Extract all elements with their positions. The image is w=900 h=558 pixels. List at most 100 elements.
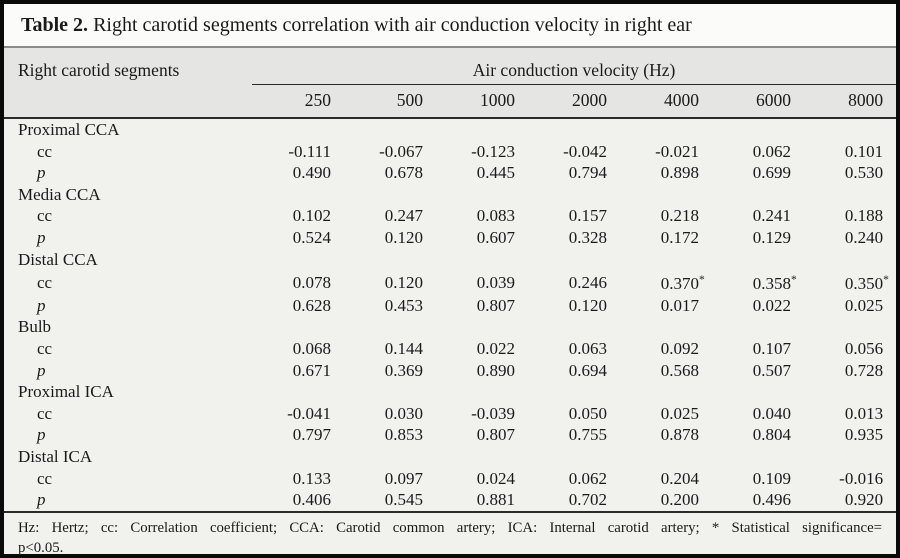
stat-row: cc 0.078 0.120 0.039 0.246 0.370* 0.358* 0.350* (4, 270, 896, 295)
stat-label: p (37, 425, 46, 445)
value-cell: 0.120 (568, 295, 607, 315)
value-cell: 0.804 (752, 425, 791, 445)
value-cell: 0.628 (292, 295, 331, 315)
table-body: Proximal CCA cc -0.111 -0.067 -0.123 -0.042 -0… (4, 118, 896, 511)
value-cell: 0.062 (752, 141, 791, 161)
value-cell: 0.013 (844, 403, 884, 423)
value-cell: 0.097 (384, 468, 423, 488)
value-cell: 0.369 (384, 360, 423, 380)
value-cell: 0.120 (384, 227, 423, 247)
value-cell: 0.030 (384, 403, 423, 423)
stat-label: p (37, 295, 46, 315)
value-cell: 0.671 (292, 360, 331, 380)
value-cell: 0.935 (844, 425, 884, 445)
value-cell: 0.807 (476, 295, 515, 315)
value-cell: 0.920 (844, 490, 884, 510)
segment-row: Bulb (4, 316, 896, 338)
value-cell: -0.067 (379, 141, 423, 161)
value-cell: 0.358* (752, 274, 797, 294)
value-cell: -0.041 (287, 403, 331, 423)
value-cell: 0.728 (844, 360, 884, 380)
value-cell: 0.068 (292, 338, 331, 358)
segment-label: Bulb (18, 317, 52, 337)
value-cell: 0.797 (292, 425, 331, 445)
stat-label: p (37, 490, 46, 510)
segment-row: Proximal ICA (4, 381, 896, 403)
value-cell: 0.056 (844, 338, 884, 358)
segment-label: Proximal CCA (18, 120, 120, 139)
freq-column-header: 2000 (528, 84, 620, 119)
stat-label: cc (37, 272, 53, 292)
value-cell: 0.702 (568, 490, 607, 510)
value-cell: 0.507 (752, 360, 791, 380)
value-cell: 0.328 (568, 227, 607, 247)
value-cell: 0.101 (844, 141, 884, 161)
segment-label: Distal CCA (18, 249, 98, 269)
value-cell: 0.083 (476, 206, 515, 226)
value-cell: 0.807 (476, 425, 515, 445)
value-cell: 0.246 (568, 272, 607, 292)
value-cell: 0.607 (476, 227, 515, 247)
freq-column-header: 250 (252, 84, 344, 119)
stat-label: cc (37, 468, 53, 488)
stat-label: p (37, 163, 46, 183)
value-cell: 0.496 (752, 490, 791, 510)
value-cell: 0.890 (476, 360, 515, 380)
stat-row: cc 0.068 0.144 0.022 0.063 0.092 0.107 0.056 (4, 338, 896, 360)
stat-row: cc 0.102 0.247 0.083 0.157 0.218 0.241 0.188 (4, 205, 896, 227)
value-cell: 0.063 (568, 338, 607, 358)
value-cell: -0.039 (471, 403, 515, 423)
table-header: Right carotid segments Air conduction ve… (4, 48, 897, 119)
table-number-label: Table 2. (21, 14, 89, 36)
segment-label: Media CCA (18, 184, 101, 204)
value-cell: 0.172 (660, 227, 699, 247)
segment-row: Distal CCA (4, 249, 896, 271)
value-cell: 0.678 (384, 163, 423, 183)
value-cell: -0.123 (471, 141, 515, 161)
value-cell: 0.144 (384, 338, 423, 358)
value-cell: 0.120 (384, 272, 423, 292)
stat-row: p 0.628 0.453 0.807 0.120 0.017 0.022 0.025 (4, 295, 896, 317)
value-cell: 0.129 (752, 227, 791, 247)
segment-row: Proximal CCA (4, 118, 896, 141)
stat-label: p (37, 360, 46, 380)
stat-label: cc (37, 403, 53, 423)
value-cell: 0.881 (476, 490, 515, 510)
segment-row: Distal ICA (4, 446, 896, 468)
value-cell: 0.445 (476, 163, 515, 183)
value-cell: -0.111 (288, 141, 331, 161)
value-cell: 0.188 (844, 206, 884, 226)
value-cell: 0.898 (660, 163, 699, 183)
footnote-line-1: Hz: Hertz; cc: Correlation coefficient; … (18, 519, 882, 536)
value-cell: 0.755 (568, 425, 607, 445)
value-cell: 0.247 (384, 206, 423, 226)
stub-spacer-cell (4, 84, 252, 119)
stat-row: p 0.490 0.678 0.445 0.794 0.898 0.699 0.530 (4, 162, 896, 184)
column-group-header: Air conduction velocity (Hz) (252, 48, 897, 85)
value-cell: 0.200 (660, 490, 699, 510)
value-cell: 0.453 (384, 295, 423, 315)
correlation-table: Right carotid segments Air conduction ve… (4, 48, 897, 511)
header-row-spanner: Right carotid segments Air conduction ve… (4, 48, 897, 85)
value-cell: 0.039 (476, 272, 515, 292)
freq-column-header: 4000 (620, 84, 712, 119)
value-cell: 0.699 (752, 163, 791, 183)
value-cell: 0.218 (660, 206, 699, 226)
segment-row: Media CCA (4, 184, 896, 206)
value-cell: 0.794 (568, 163, 607, 183)
table-footnote: Hz: Hertz; cc: Correlation coefficient; … (4, 510, 896, 558)
freq-column-header: 6000 (712, 84, 804, 119)
value-cell: 0.694 (568, 360, 607, 380)
stat-label: cc (37, 338, 53, 358)
value-cell: 0.017 (660, 295, 699, 315)
stat-label: p (37, 227, 46, 247)
freq-column-header: 8000 (804, 84, 897, 119)
value-cell: 0.133 (292, 468, 331, 488)
value-cell: 0.878 (660, 425, 699, 445)
footnote-line-2: p<0.05. (18, 539, 64, 556)
value-cell: 0.092 (660, 338, 699, 358)
value-cell: 0.524 (292, 227, 331, 247)
freq-header-row: 250 500 1000 2000 4000 6000 8000 (4, 84, 897, 119)
value-cell: 0.050 (568, 403, 607, 423)
